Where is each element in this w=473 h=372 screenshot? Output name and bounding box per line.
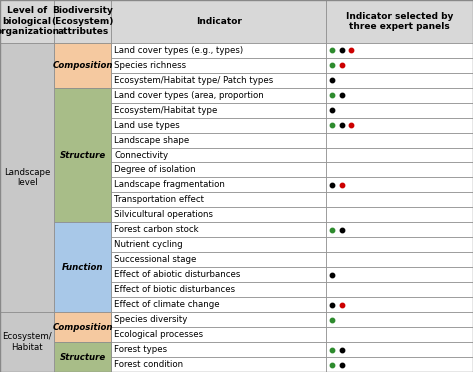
Text: Landscape shape: Landscape shape [114,135,190,145]
Bar [326,118,473,132]
Text: Ecosystem/
Habitat: Ecosystem/ Habitat [2,332,52,352]
Text: Nutrient cycling: Nutrient cycling [114,240,183,249]
Bar [54,0,111,43]
Text: Level of
biological
organization: Level of biological organization [0,6,59,36]
Bar [326,282,473,297]
Bar [326,88,473,103]
Text: Degree of isolation: Degree of isolation [114,166,196,174]
Bar [326,177,473,192]
Text: Structure: Structure [60,151,106,160]
Bar [111,163,326,177]
Bar [111,0,326,43]
Bar [111,58,326,73]
Bar [326,222,473,237]
Text: Land cover types (e.g., types): Land cover types (e.g., types) [114,46,244,55]
Text: Ecosystem/Habitat type/ Patch types: Ecosystem/Habitat type/ Patch types [114,76,274,85]
Bar [326,43,473,58]
Bar [326,237,473,252]
Text: Effect of biotic disturbances: Effect of biotic disturbances [114,285,236,294]
Text: Effect of abiotic disturbances: Effect of abiotic disturbances [114,270,241,279]
Bar [111,208,326,222]
Bar [54,342,111,372]
Text: Species richness: Species richness [114,61,186,70]
Bar [326,73,473,88]
Bar [54,222,111,312]
Bar [111,282,326,297]
Text: Forest types: Forest types [114,345,167,354]
Text: Land cover types (area, proportion: Land cover types (area, proportion [114,91,264,100]
Bar [111,132,326,148]
Bar [326,163,473,177]
Bar [326,148,473,163]
Text: Biodiversity
(Ecosystem)
attributes: Biodiversity (Ecosystem) attributes [52,6,114,36]
Bar [111,267,326,282]
Text: Forest carbon stock: Forest carbon stock [114,225,199,234]
Text: Landscape
level: Landscape level [4,168,51,187]
Text: Composition: Composition [53,61,113,70]
Bar [0,43,54,312]
Bar [326,58,473,73]
Text: Composition: Composition [53,323,113,331]
Text: Land use types: Land use types [114,121,180,129]
Text: Connectivity: Connectivity [114,151,168,160]
Text: Indicator selected by
three expert panels: Indicator selected by three expert panel… [346,12,454,31]
Bar [326,132,473,148]
Bar [54,88,111,222]
Bar [111,222,326,237]
Bar [326,0,473,43]
Text: Silvicultural operations: Silvicultural operations [114,211,213,219]
Bar [54,43,111,88]
Text: Successional stage: Successional stage [114,255,197,264]
Bar [111,312,326,327]
Bar [0,0,54,43]
Bar [326,252,473,267]
Text: Ecosystem/Habitat type: Ecosystem/Habitat type [114,106,218,115]
Bar [111,252,326,267]
Bar [326,312,473,327]
Text: Forest condition: Forest condition [114,360,184,369]
Bar [111,118,326,132]
Text: Structure: Structure [60,353,106,362]
Bar [111,357,326,372]
Bar [326,342,473,357]
Bar [111,73,326,88]
Bar [326,327,473,342]
Text: Ecological processes: Ecological processes [114,330,203,339]
Bar [111,177,326,192]
Bar [111,192,326,207]
Bar [111,237,326,252]
Text: Effect of climate change: Effect of climate change [114,300,220,309]
Text: Landscape fragmentation: Landscape fragmentation [114,180,225,189]
Text: Indicator: Indicator [196,17,242,26]
Bar [326,192,473,207]
Bar [111,103,326,118]
Bar [111,43,326,58]
Bar [111,327,326,342]
Text: Function: Function [62,263,104,272]
Bar [0,312,54,372]
Bar [326,297,473,312]
Bar [326,208,473,222]
Bar [326,357,473,372]
Bar [111,297,326,312]
Bar [54,312,111,342]
Bar [326,103,473,118]
Bar [111,342,326,357]
Bar [111,148,326,163]
Bar [326,267,473,282]
Bar [111,88,326,103]
Text: Species diversity: Species diversity [114,315,188,324]
Text: Transportation effect: Transportation effect [114,195,204,204]
